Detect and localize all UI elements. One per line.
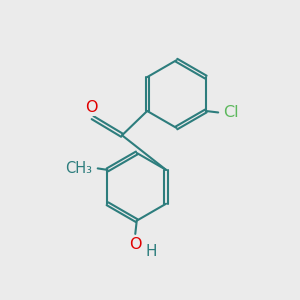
- Text: CH₃: CH₃: [65, 161, 92, 176]
- Text: O: O: [129, 238, 142, 252]
- Text: O: O: [85, 100, 98, 115]
- Text: Cl: Cl: [223, 105, 239, 120]
- Text: H: H: [146, 244, 157, 259]
